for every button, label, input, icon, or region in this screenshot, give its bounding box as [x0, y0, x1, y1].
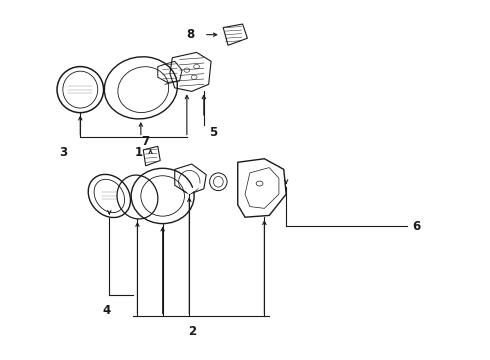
Text: 7: 7: [142, 135, 150, 148]
Text: 4: 4: [103, 304, 111, 317]
Text: 2: 2: [188, 325, 196, 338]
Text: 6: 6: [412, 220, 420, 233]
Text: 3: 3: [59, 146, 68, 159]
Text: 5: 5: [209, 126, 217, 139]
Text: 8: 8: [186, 28, 194, 41]
Text: 1: 1: [134, 146, 143, 159]
